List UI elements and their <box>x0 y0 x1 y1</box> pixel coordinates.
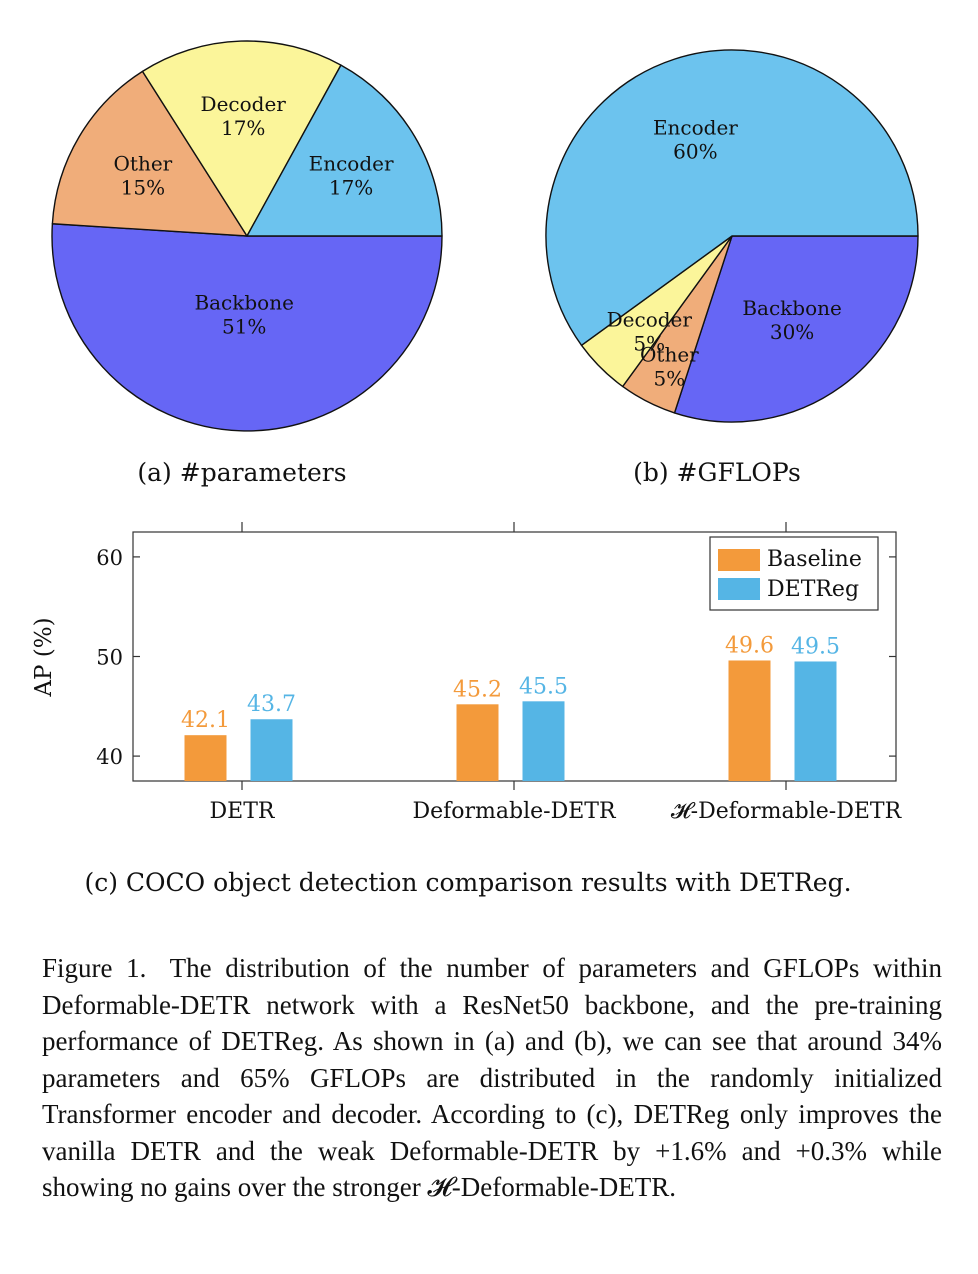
pie-parameters-label-backbone: Backbone <box>194 291 294 315</box>
x-tick-label-2: 𝓗-Deformable-DETR <box>671 799 903 824</box>
pie-gflops-slice-backbone <box>673 235 919 423</box>
bar-label-baseline-2: 49.6 <box>725 633 774 658</box>
y-tick-label-40: 40 <box>96 745 123 769</box>
pie-parameters-value-encoder: 17% <box>329 176 373 200</box>
pie-parameters-label-decoder: Decoder <box>201 92 287 116</box>
x-tick-label-0: DETR <box>210 799 276 824</box>
bar-chart-title: (c) COCO object detection comparison res… <box>84 868 851 897</box>
pie-parameters-title: (a) #parameters <box>137 458 346 487</box>
pie-gflops-label-encoder: Encoder <box>653 116 738 140</box>
bar-baseline-2 <box>728 660 771 781</box>
y-axis-label: AP (%) <box>31 617 57 697</box>
pie-parameters-value-backbone: 51% <box>222 315 266 339</box>
pie-gflops-slice-encoder <box>545 49 919 347</box>
pie-gflops-label-decoder: Decoder <box>607 308 693 332</box>
pie-gflops-value-encoder: 60% <box>673 140 717 164</box>
x-tick-label-1: Deformable-DETR <box>412 799 616 824</box>
bar-baseline-1 <box>456 704 499 781</box>
bar-label-baseline-0: 42.1 <box>181 708 230 733</box>
bar-label-baseline-1: 45.2 <box>453 677 502 702</box>
pie-parameters-label-encoder: Encoder <box>309 152 394 176</box>
legend-swatch-detreg <box>718 578 760 600</box>
bar-detreg-0 <box>250 719 293 781</box>
pie-parameters-slice-encoder <box>246 64 443 237</box>
pie-parameters-value-other: 15% <box>121 176 165 200</box>
pie-parameters-slice-backbone <box>51 223 443 432</box>
pie-parameters-slice-other <box>51 70 248 237</box>
legend-label-detreg: DETReg <box>767 577 859 602</box>
bar-detreg-2 <box>794 661 837 781</box>
legend-label-baseline: Baseline <box>767 547 862 572</box>
bar-label-detreg-2: 49.5 <box>791 634 840 659</box>
bar-label-detreg-0: 43.7 <box>247 692 296 717</box>
pie-parameters-value-decoder: 17% <box>221 116 265 140</box>
pie-gflops-label-other: Other <box>640 343 699 367</box>
bar-detreg-1 <box>522 701 565 781</box>
legend: Baseline DETReg <box>709 536 879 611</box>
pie-gflops-title: (b) #GFLOPs <box>633 458 801 487</box>
bar-baseline-0 <box>184 735 227 781</box>
pie-parameters-label-other: Other <box>114 152 173 176</box>
caption-text: The distribution of the number of parame… <box>42 953 943 1202</box>
bar-label-detreg-1: 45.5 <box>519 674 568 699</box>
pie-parameters-slice-decoder <box>141 40 342 237</box>
bar-chart-ap: 40 50 60 DETR Deformable-DETR 𝓗-Deformable-DE… <box>31 522 903 897</box>
pie-gflops-value-backbone: 30% <box>770 320 814 344</box>
y-tick-label-50: 50 <box>96 646 123 670</box>
caption-label: Figure 1. <box>42 953 147 983</box>
pie-chart-parameters: Backbone51%Other15%Decoder17%Encoder17% … <box>51 40 443 487</box>
y-tick-label-60: 60 <box>96 546 123 570</box>
pie-gflops-value-other: 5% <box>654 367 686 391</box>
pie-gflops-value-decoder: 5% <box>633 332 665 356</box>
legend-swatch-baseline <box>718 549 760 571</box>
figure-caption: Figure 1. The distribution of the number… <box>42 950 942 1206</box>
pie-gflops-label-backbone: Backbone <box>742 296 842 320</box>
